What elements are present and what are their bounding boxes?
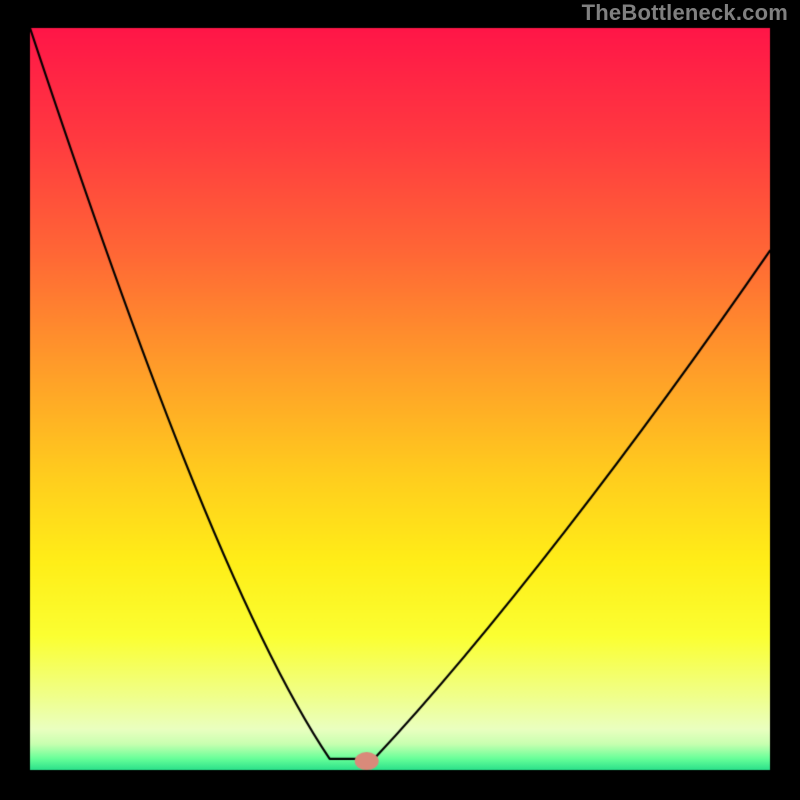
chart-container: TheBottleneck.com: [0, 0, 800, 800]
bottleneck-chart-canvas: [0, 0, 800, 800]
watermark-text: TheBottleneck.com: [582, 0, 788, 26]
